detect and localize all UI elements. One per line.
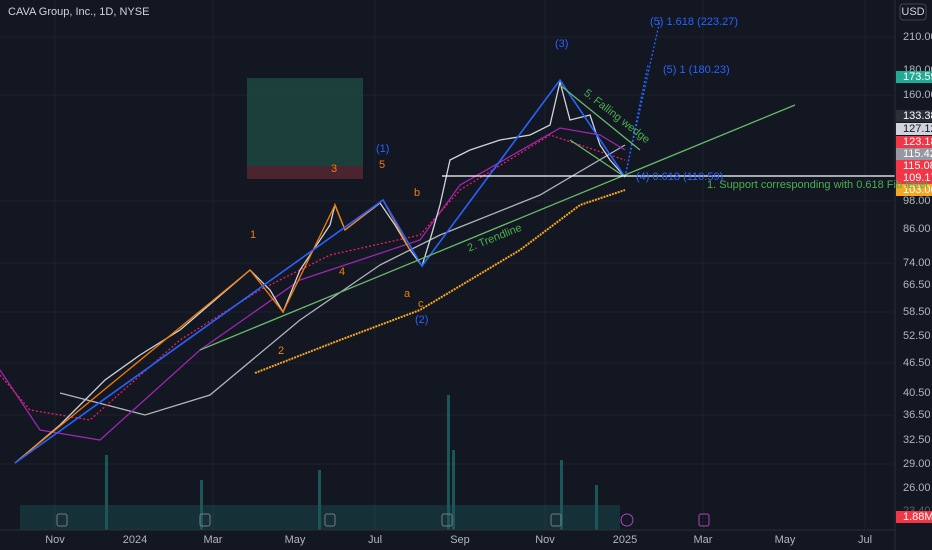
- currency-box[interactable]: [899, 3, 927, 21]
- price-badge-label: 173.59: [903, 71, 932, 83]
- loss-zone: [247, 166, 363, 179]
- price-badge: [896, 148, 932, 160]
- annotation: c: [418, 298, 424, 310]
- annotation: (2): [415, 314, 428, 326]
- price-label: 210.00: [903, 31, 932, 43]
- price-label: 36.50: [903, 409, 931, 421]
- time-label: 2024: [123, 534, 147, 546]
- annotation: 5: [379, 159, 385, 171]
- annotation: 1: [250, 229, 256, 241]
- price-badge-label: 109.17: [903, 172, 932, 184]
- price-label: 86.00: [903, 223, 931, 235]
- price-label: 52.50: [903, 330, 931, 342]
- volume-bars: [20, 395, 620, 530]
- price-label: 58.50: [903, 306, 931, 318]
- indicators: [0, 19, 895, 464]
- annotation: 3: [331, 163, 337, 175]
- time-label: Jul: [368, 534, 382, 546]
- annotation: 4: [339, 266, 345, 278]
- annotation: (1): [376, 143, 389, 155]
- annotation: 2: [278, 345, 284, 357]
- time-label: Mar: [694, 534, 713, 546]
- currency[interactable]: USD: [901, 6, 924, 18]
- annotation: (3): [555, 38, 568, 50]
- price-label: 26.00: [903, 482, 931, 494]
- time-label: Nov: [535, 534, 555, 546]
- time-label: Mar: [204, 534, 223, 546]
- annotation: (5) 1.618 (223.27): [650, 16, 738, 28]
- price-badge: [896, 71, 932, 83]
- price-badge: [896, 110, 932, 122]
- annotation: (4) 0.618 (110.59): [636, 171, 723, 183]
- price-label: 98.00: [903, 195, 931, 207]
- price-badge-label: 133.38: [903, 110, 932, 122]
- event-icons: [56, 513, 710, 527]
- price-badge-label: 127.12: [903, 123, 932, 135]
- price-badge: [896, 160, 932, 172]
- annotation: b: [414, 187, 420, 199]
- price-badge-label: 103.06: [903, 184, 932, 196]
- time-label: 2025: [613, 534, 637, 546]
- price-label: 66.50: [903, 279, 931, 291]
- price-badge-label: 123.18: [903, 136, 932, 148]
- time-label: Nov: [45, 534, 65, 546]
- price-label: 46.50: [903, 357, 931, 369]
- price-label: 74.00: [903, 257, 931, 269]
- annotation: (5) 1 (180.23): [663, 64, 730, 76]
- price-badge: [896, 184, 932, 196]
- time-label: May: [285, 534, 306, 546]
- time-label: May: [775, 534, 796, 546]
- grid: [0, 0, 895, 530]
- price-label: 160.00: [903, 89, 932, 101]
- price-label: 29.00: [903, 458, 931, 470]
- profit-zone: [247, 78, 363, 166]
- price-badge-label: 1.88M: [903, 511, 932, 523]
- price-badge: [896, 136, 932, 148]
- price-label: 32.50: [903, 434, 931, 446]
- price-badge: [896, 511, 932, 523]
- price-label: 40.50: [903, 387, 931, 399]
- price-badge-label: 115.08: [903, 160, 932, 172]
- annotation: a: [404, 288, 411, 300]
- price-badge: [896, 123, 932, 135]
- annotation: 1. Support corresponding with 0.618 Fib …: [707, 179, 928, 191]
- price-badge-label: 115.42: [903, 148, 932, 160]
- price-badge: [896, 172, 932, 184]
- time-label: Jul: [858, 534, 872, 546]
- symbol-title: CAVA Group, Inc., 1D, NYSE: [8, 6, 149, 18]
- time-label: Sep: [450, 534, 470, 546]
